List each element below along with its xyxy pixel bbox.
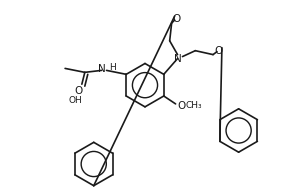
Text: N: N <box>98 64 105 74</box>
Text: CH₃: CH₃ <box>185 101 202 110</box>
Text: O: O <box>178 101 186 111</box>
Text: O: O <box>173 14 181 24</box>
Text: N: N <box>174 53 181 63</box>
Text: O: O <box>215 46 223 56</box>
Text: H: H <box>109 63 116 72</box>
Text: OH: OH <box>68 96 82 105</box>
Text: O: O <box>75 86 83 96</box>
